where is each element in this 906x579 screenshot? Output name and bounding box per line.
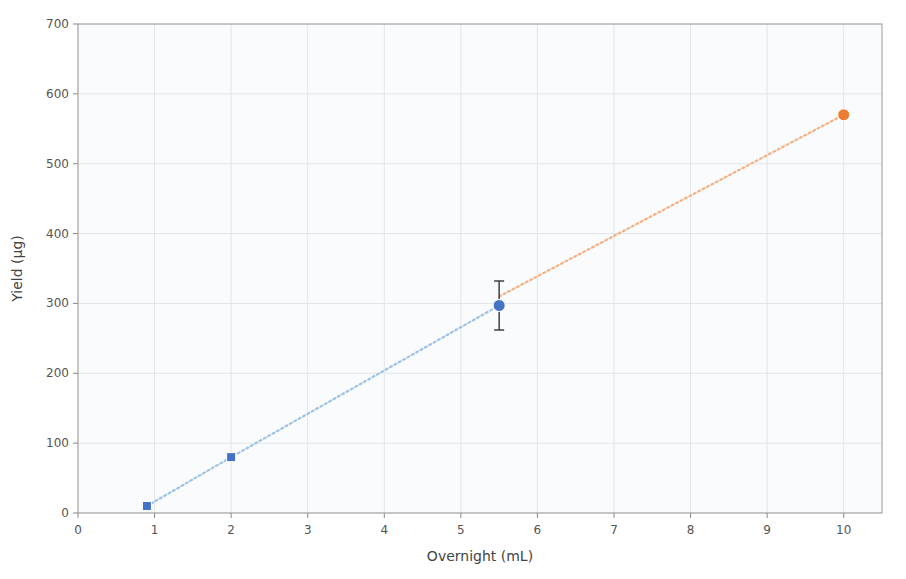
y-tick (73, 233, 78, 234)
y-grid-line (78, 303, 882, 304)
x-tick (384, 513, 385, 518)
grid (78, 24, 882, 513)
y-tick-label: 400 (46, 227, 69, 241)
x-grid-line (154, 24, 155, 513)
x-tick-label: 6 (534, 523, 542, 537)
x-tick (307, 513, 308, 518)
x-tick (690, 513, 691, 518)
y-tick (73, 303, 78, 304)
y-grid-line (78, 163, 882, 164)
y-tick-label: 700 (46, 17, 69, 31)
data-point (493, 300, 505, 312)
plot-frame (78, 24, 882, 513)
y-grid-line (78, 233, 882, 234)
y-grid-line (78, 373, 882, 374)
y-tick-label: 500 (46, 157, 69, 171)
chart-container: 0123456789100100200300400500600700Overni… (0, 0, 906, 579)
x-tick-label: 7 (610, 523, 618, 537)
error-bar (494, 281, 504, 330)
y-axis-label: Yield (μg) (9, 235, 25, 303)
data-point (142, 502, 151, 511)
series-line (147, 306, 499, 506)
x-grid-line (307, 24, 308, 513)
y-tick (73, 373, 78, 374)
x-tick (460, 513, 461, 518)
data-point (838, 109, 850, 121)
y-tick-label: 300 (46, 296, 69, 310)
y-tick-label: 100 (46, 436, 69, 450)
x-tick (231, 513, 232, 518)
y-tick (73, 443, 78, 444)
x-grid-line (767, 24, 768, 513)
data-layer (142, 109, 849, 511)
x-tick-label: 4 (380, 523, 388, 537)
y-tick-label: 600 (46, 87, 69, 101)
data-point (227, 453, 236, 462)
x-grid-line (690, 24, 691, 513)
y-grid-line (78, 443, 882, 444)
x-tick-label: 9 (763, 523, 771, 537)
x-tick (154, 513, 155, 518)
y-tick (73, 163, 78, 164)
x-tick (843, 513, 844, 518)
x-grid-line (843, 24, 844, 513)
y-tick (73, 513, 78, 514)
x-tick (537, 513, 538, 518)
series-line (499, 115, 844, 297)
x-tick-label: 10 (836, 523, 851, 537)
chart: 0123456789100100200300400500600700Overni… (0, 0, 906, 579)
y-grid-line (78, 93, 882, 94)
x-tick (78, 513, 79, 518)
x-grid-line (231, 24, 232, 513)
y-tick-label: 200 (46, 366, 69, 380)
x-tick (614, 513, 615, 518)
x-grid-line (537, 24, 538, 513)
x-grid-line (384, 24, 385, 513)
x-tick (767, 513, 768, 518)
x-grid-line (460, 24, 461, 513)
x-tick-label: 0 (74, 523, 82, 537)
x-tick-label: 2 (227, 523, 235, 537)
y-tick (73, 93, 78, 94)
x-tick-label: 1 (151, 523, 159, 537)
x-grid-line (614, 24, 615, 513)
y-tick-label: 0 (61, 506, 69, 520)
x-tick-label: 5 (457, 523, 465, 537)
y-tick (73, 24, 78, 25)
x-tick-label: 3 (304, 523, 312, 537)
x-tick-label: 8 (687, 523, 695, 537)
plot-area (78, 24, 882, 513)
x-axis-label: Overnight (mL) (427, 548, 533, 564)
